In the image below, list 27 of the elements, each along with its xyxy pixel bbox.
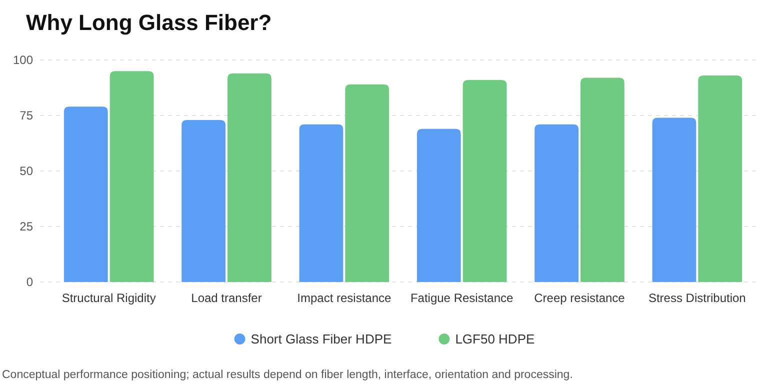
bar <box>652 118 696 282</box>
bar <box>345 84 390 282</box>
bar <box>299 124 344 282</box>
x-tick-label: Load transfer <box>191 291 262 305</box>
bar <box>534 124 578 282</box>
legend-label: Short Glass Fiber HDPE <box>250 332 392 347</box>
bar <box>580 78 624 282</box>
text: Conceptual performance positioning; actual results depend on fiber length, interface, orientation and processing. <box>2 369 573 381</box>
y-tick-label: 0 <box>26 275 34 290</box>
x-tick-label: Structural Rigidity <box>62 291 156 305</box>
chart-title: Why Long Glass Fiber? <box>26 10 272 35</box>
y-tick-label: 25 <box>20 220 34 234</box>
x-tick-label: Fatigue Resistance <box>410 291 514 305</box>
x-tick-label: Stress Distribution <box>648 291 746 305</box>
bar <box>182 120 226 282</box>
y-tick-label: 75 <box>20 108 34 123</box>
bar <box>416 128 461 282</box>
bar <box>64 106 108 282</box>
legend-label: LGF50 HDPE <box>455 332 535 347</box>
bar <box>110 71 154 282</box>
x-tick-label: Creep resistance <box>534 291 626 305</box>
y-tick-label: 100 <box>12 53 34 68</box>
x-tick-label: Impact resistance <box>297 291 392 305</box>
bar <box>228 73 272 282</box>
bar <box>462 80 507 282</box>
y-tick-label: 50 <box>20 164 34 178</box>
bar <box>698 76 742 282</box>
